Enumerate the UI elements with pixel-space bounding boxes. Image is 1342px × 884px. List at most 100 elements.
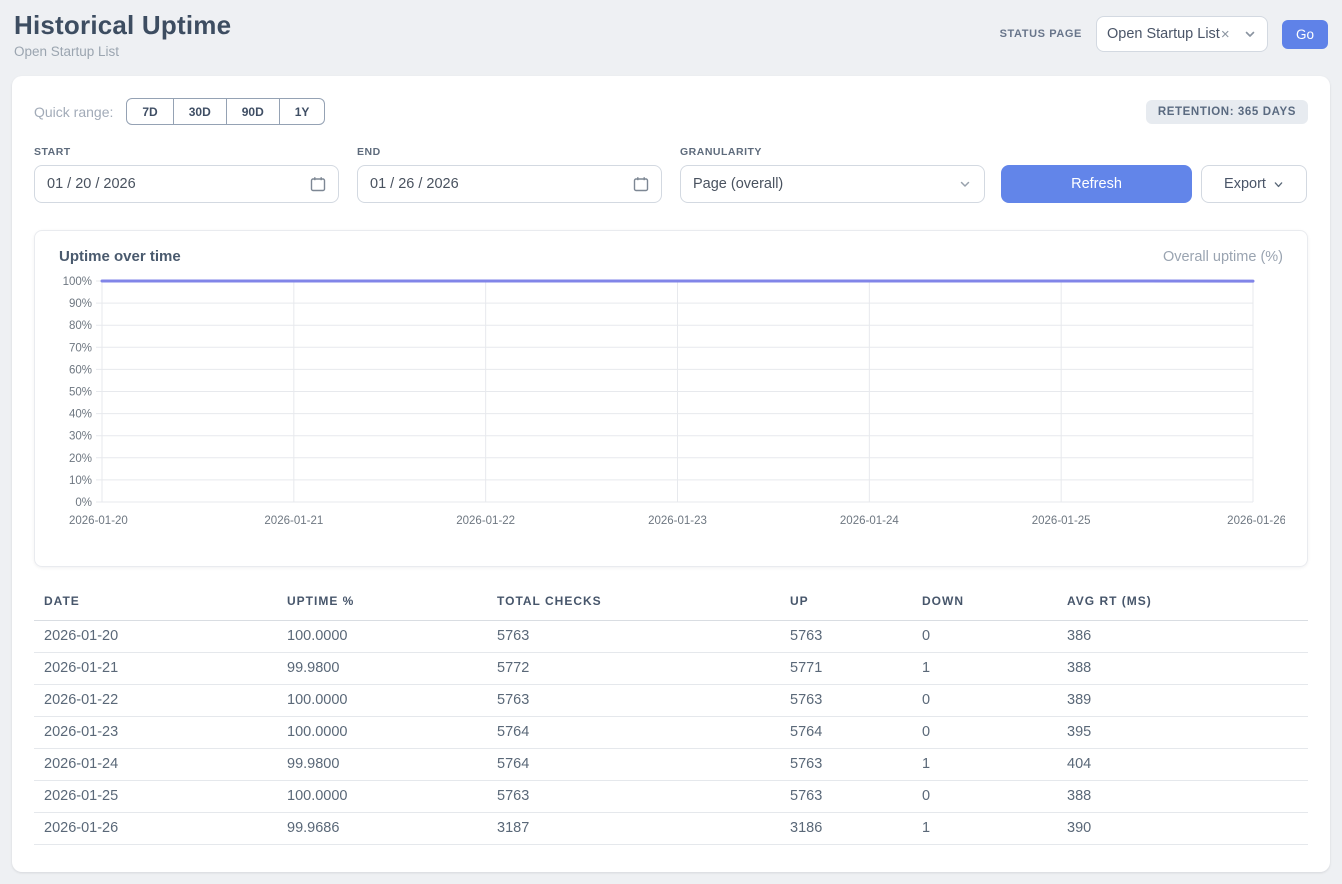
column-header: TOTAL CHECKS xyxy=(487,588,780,621)
quick-range-button-7d[interactable]: 7D xyxy=(126,98,173,125)
end-date-input[interactable]: 01 / 26 / 2026 xyxy=(357,165,662,203)
table-cell: 100.0000 xyxy=(277,781,487,813)
table-cell: 5763 xyxy=(780,781,912,813)
quick-range-button-90d[interactable]: 90D xyxy=(227,98,280,125)
refresh-button[interactable]: Refresh xyxy=(1001,165,1192,203)
main-panel: Quick range: 7D30D90D1Y RETENTION: 365 D… xyxy=(12,76,1330,872)
status-page-label: STATUS PAGE xyxy=(1000,28,1082,40)
y-axis-label: 70% xyxy=(69,342,92,354)
table-cell: 2026-01-20 xyxy=(34,621,277,653)
topbar: Historical Uptime Open Startup List STAT… xyxy=(0,0,1342,72)
chart-legend: Overall uptime (%) xyxy=(1163,249,1283,265)
quick-range-button-1y[interactable]: 1Y xyxy=(280,98,326,125)
column-header: DATE xyxy=(34,588,277,621)
quick-range-button-30d[interactable]: 30D xyxy=(174,98,227,125)
table-cell: 2026-01-26 xyxy=(34,813,277,845)
table-cell: 5763 xyxy=(780,685,912,717)
table-cell: 3187 xyxy=(487,813,780,845)
chevron-down-icon xyxy=(1243,27,1257,41)
y-axis-label: 20% xyxy=(69,453,92,465)
y-axis-label: 30% xyxy=(69,431,92,443)
table-cell: 100.0000 xyxy=(277,717,487,749)
table-cell: 0 xyxy=(912,781,1057,813)
export-button[interactable]: Export xyxy=(1201,165,1307,203)
table-cell: 5763 xyxy=(487,781,780,813)
table-row: 2026-01-2499.9800576457631404 xyxy=(34,749,1308,781)
table-row: 2026-01-22100.0000576357630389 xyxy=(34,685,1308,717)
table-cell: 389 xyxy=(1057,685,1308,717)
table-row: 2026-01-20100.0000576357630386 xyxy=(34,621,1308,653)
x-axis-label: 2026-01-21 xyxy=(264,515,323,527)
chevron-down-icon xyxy=(1273,179,1284,190)
x-axis-label: 2026-01-23 xyxy=(648,515,707,527)
table-cell: 5772 xyxy=(487,653,780,685)
chevron-down-icon xyxy=(958,177,972,191)
uptime-table: DATEUPTIME %TOTAL CHECKSUPDOWNAVG RT (MS… xyxy=(34,588,1308,845)
table-cell: 5764 xyxy=(487,749,780,781)
x-axis-label: 2026-01-24 xyxy=(840,515,899,527)
table-cell: 99.9686 xyxy=(277,813,487,845)
table-cell: 0 xyxy=(912,685,1057,717)
y-axis-label: 80% xyxy=(69,320,92,332)
go-button[interactable]: Go xyxy=(1282,20,1328,49)
table-header-row: DATEUPTIME %TOTAL CHECKSUPDOWNAVG RT (MS… xyxy=(34,588,1308,621)
table-cell: 1 xyxy=(912,749,1057,781)
status-page-selected-value: Open Startup List xyxy=(1107,26,1220,42)
start-date-value: 01 / 20 / 2026 xyxy=(47,176,136,192)
table-cell: 0 xyxy=(912,621,1057,653)
table-cell: 2026-01-25 xyxy=(34,781,277,813)
table-cell: 1 xyxy=(912,813,1057,845)
end-date-field: END 01 / 26 / 2026 xyxy=(357,146,662,203)
start-date-label: START xyxy=(34,146,339,158)
table-cell: 388 xyxy=(1057,653,1308,685)
y-axis-label: 100% xyxy=(63,276,92,288)
table-cell: 5771 xyxy=(780,653,912,685)
clear-icon[interactable]: × xyxy=(1221,26,1230,43)
table-cell: 388 xyxy=(1057,781,1308,813)
end-date-value: 01 / 26 / 2026 xyxy=(370,176,459,192)
x-axis-label: 2026-01-22 xyxy=(456,515,515,527)
granularity-select[interactable]: Page (overall) xyxy=(680,165,985,203)
table-cell: 5763 xyxy=(780,749,912,781)
uptime-chart-card: Uptime over time Overall uptime (%) 100%… xyxy=(34,230,1308,567)
table-cell: 0 xyxy=(912,717,1057,749)
table-cell: 5763 xyxy=(780,621,912,653)
granularity-label: GRANULARITY xyxy=(680,146,985,158)
export-button-label: Export xyxy=(1224,176,1266,192)
status-page-select[interactable]: Open Startup List× xyxy=(1096,16,1268,52)
table-cell: 395 xyxy=(1057,717,1308,749)
table-cell: 404 xyxy=(1057,749,1308,781)
table-cell: 2026-01-24 xyxy=(34,749,277,781)
y-axis-label: 10% xyxy=(69,475,92,487)
granularity-field: GRANULARITY Page (overall) xyxy=(680,146,985,203)
table-cell: 3186 xyxy=(780,813,912,845)
chart-title: Uptime over time xyxy=(59,248,181,265)
x-axis-label: 2026-01-20 xyxy=(69,515,128,527)
table-cell: 390 xyxy=(1057,813,1308,845)
controls-row: START 01 / 20 / 2026 END 01 / 26 / 2026 … xyxy=(34,146,1308,203)
x-axis-label: 2026-01-26 xyxy=(1227,515,1285,527)
table-cell: 5764 xyxy=(780,717,912,749)
table-cell: 1 xyxy=(912,653,1057,685)
table-row: 2026-01-2199.9800577257711388 xyxy=(34,653,1308,685)
table-row: 2026-01-2699.9686318731861390 xyxy=(34,813,1308,845)
calendar-icon[interactable] xyxy=(310,176,326,192)
table-row: 2026-01-23100.0000576457640395 xyxy=(34,717,1308,749)
quick-range-row: Quick range: 7D30D90D1Y RETENTION: 365 D… xyxy=(34,98,1308,125)
table-cell: 100.0000 xyxy=(277,685,487,717)
y-axis-label: 90% xyxy=(69,298,92,310)
start-date-input[interactable]: 01 / 20 / 2026 xyxy=(34,165,339,203)
topbar-right: STATUS PAGE Open Startup List× Go xyxy=(1000,16,1328,52)
column-header: UP xyxy=(780,588,912,621)
y-axis-label: 0% xyxy=(75,497,92,509)
uptime-chart: 100%90%80%70%60%50%40%30%20%10%0%2026-01… xyxy=(59,274,1285,532)
table-cell: 5764 xyxy=(487,717,780,749)
y-axis-label: 50% xyxy=(69,387,92,399)
table-cell: 2026-01-23 xyxy=(34,717,277,749)
table-cell: 386 xyxy=(1057,621,1308,653)
table-cell: 100.0000 xyxy=(277,621,487,653)
calendar-icon[interactable] xyxy=(633,176,649,192)
quick-range-label: Quick range: xyxy=(34,104,113,120)
table-cell: 2026-01-22 xyxy=(34,685,277,717)
retention-badge: RETENTION: 365 DAYS xyxy=(1146,100,1308,124)
